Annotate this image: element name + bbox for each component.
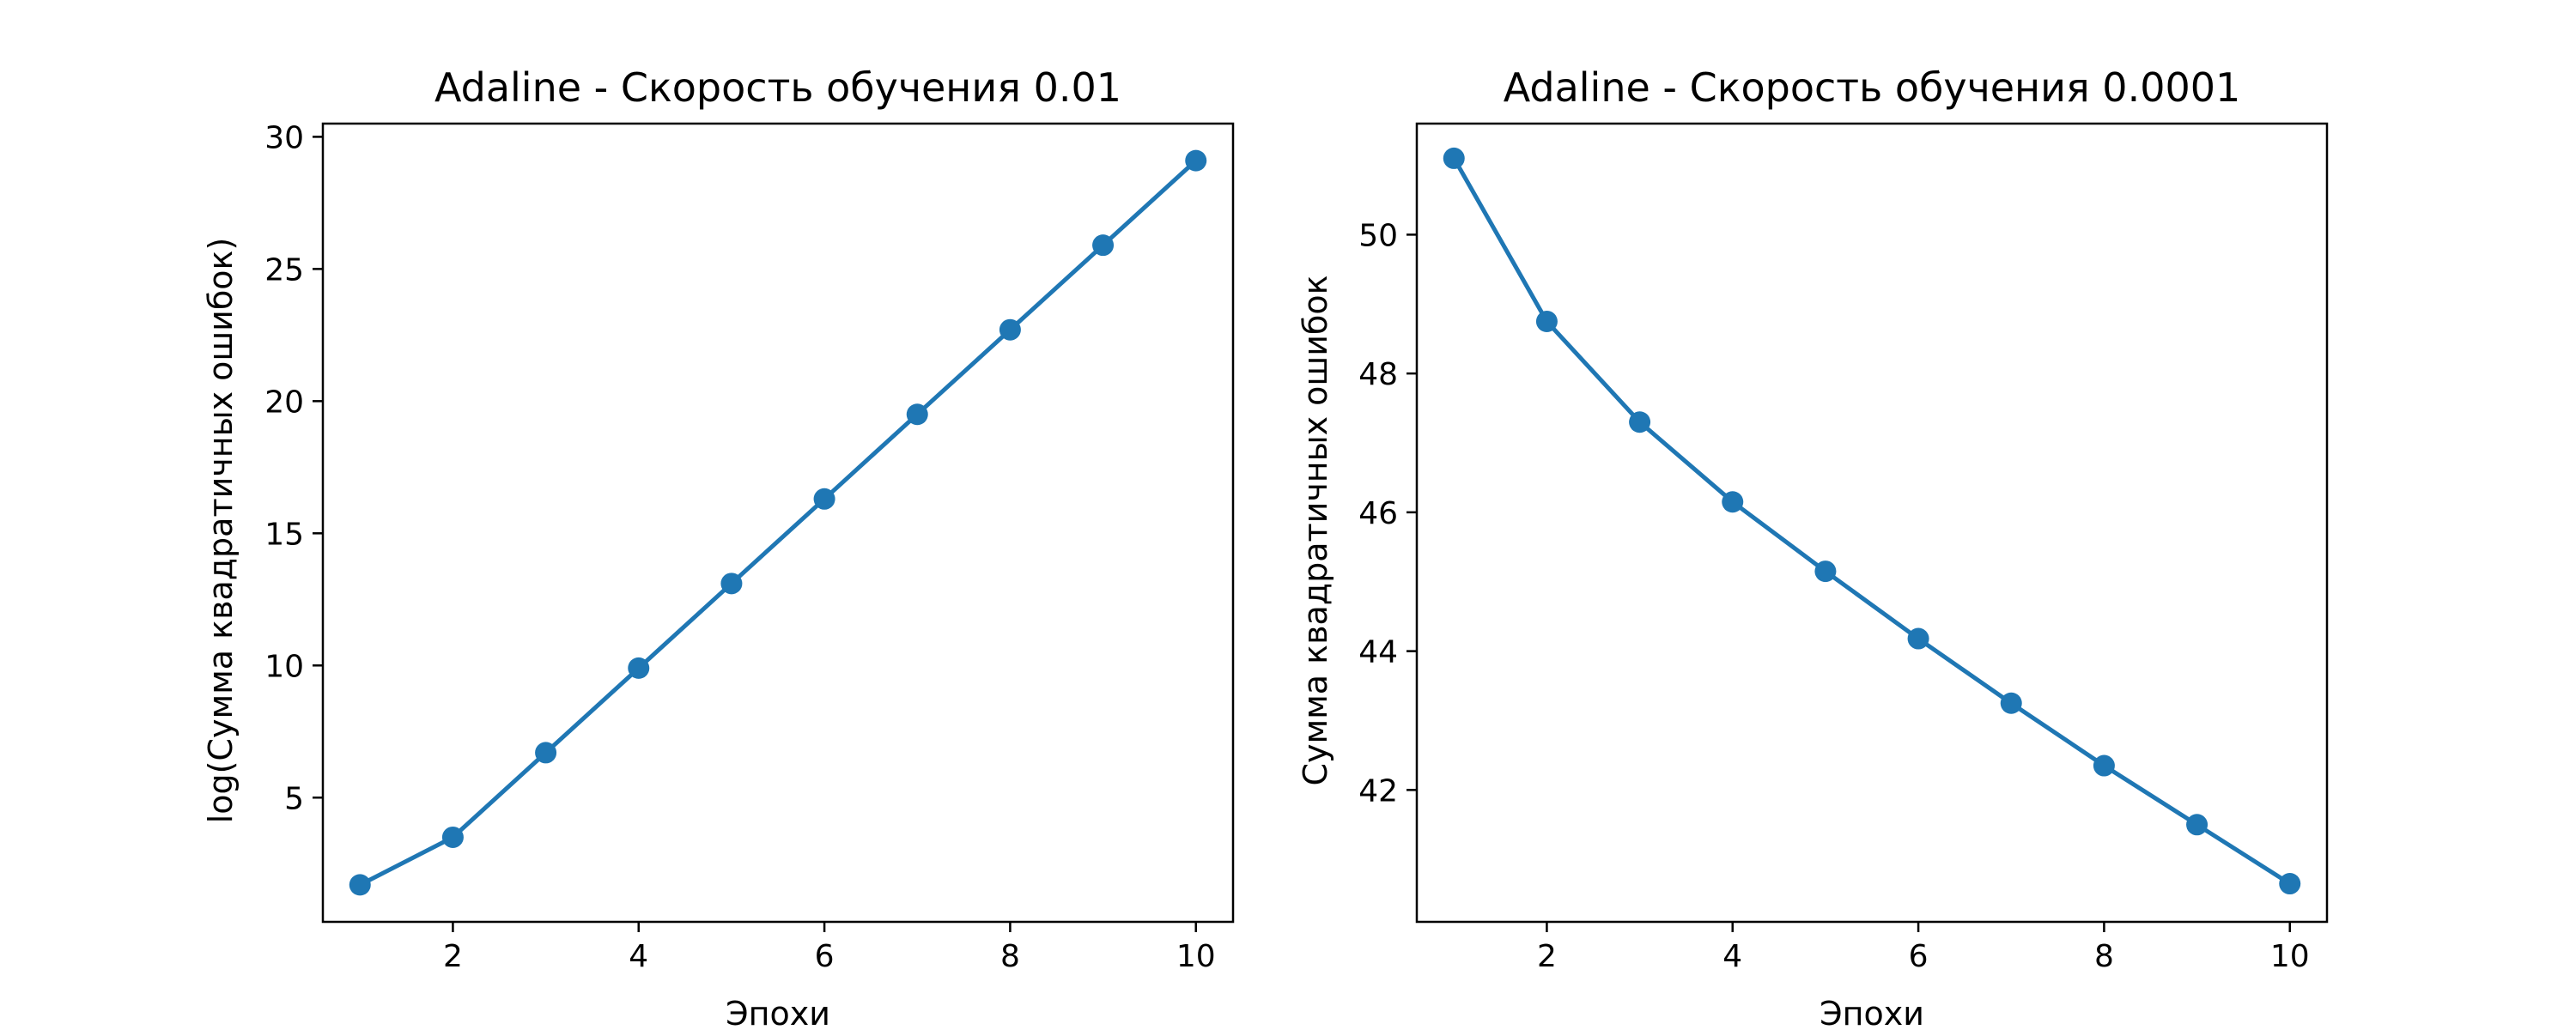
left-y-tick-label: 10 [264, 649, 304, 684]
left-chart-frame [321, 122, 1235, 924]
left-x-tick-label: 2 [443, 939, 463, 974]
right-y-tick-label: 42 [1358, 773, 1398, 809]
left-x-tick-label: 8 [1000, 939, 1020, 974]
right-chart-y-axis-label: Сумма квадратичных ошибок [1297, 275, 1334, 785]
left-data-point [349, 874, 371, 896]
left-chart-y-axis-label: log(Сумма квадратичных ошибок) [202, 238, 240, 824]
right-data-point [1443, 147, 1465, 169]
left-data-point [999, 318, 1021, 341]
left-chart-x-axis-label: Эпохи [726, 995, 830, 1030]
right-data-point [2186, 814, 2208, 836]
right-x-tick-label: 2 [1537, 939, 1557, 974]
right-data-point [2000, 692, 2022, 714]
left-data-point [720, 573, 743, 595]
right-data-point [1814, 560, 1837, 583]
right-chart-title: Adaline - Скорость обучения 0.0001 [1504, 64, 2241, 111]
right-x-tick-label: 10 [2270, 939, 2310, 974]
right-y-tick-label: 46 [1358, 496, 1398, 531]
right-series-line [1452, 157, 2292, 886]
left-data-point [906, 403, 928, 426]
right-data-point [1722, 491, 1744, 513]
right-data-point [1629, 411, 1651, 433]
left-y-tick-label: 5 [284, 781, 304, 816]
right-chart-frame [1415, 122, 2329, 924]
left-chart-ticks: 2 4 6 8 10 5 10 15 20 25 30 [264, 120, 1215, 974]
left-x-tick-label: 4 [629, 939, 648, 974]
left-y-tick-label: 15 [264, 517, 304, 552]
right-data-point [1535, 310, 1558, 332]
left-data-point [441, 826, 464, 848]
left-y-tick-label: 30 [264, 120, 304, 155]
right-x-tick-label: 6 [1909, 939, 1929, 974]
right-y-tick-label: 44 [1358, 635, 1398, 670]
right-data-point [1907, 627, 1929, 650]
right-x-tick-label: 8 [2094, 939, 2114, 974]
left-y-tick-label: 25 [264, 252, 304, 288]
left-data-point [535, 742, 557, 764]
right-chart-x-axis-label: Эпохи [1820, 995, 1924, 1030]
right-data-point [2093, 754, 2115, 777]
left-data-point [813, 488, 835, 510]
left-data-point [628, 657, 650, 679]
left-y-tick-label: 20 [264, 385, 304, 420]
right-data-point [2279, 873, 2301, 895]
left-x-tick-label: 6 [815, 939, 835, 974]
left-chart-title: Adaline - Скорость обучения 0.01 [434, 64, 1121, 111]
left-x-tick-label: 10 [1176, 939, 1216, 974]
left-chart-panel: Adaline - Скорость обучения 0.01 Эпохи l… [202, 64, 1235, 1030]
left-data-point [1092, 234, 1115, 257]
left-data-point [1185, 149, 1207, 172]
right-y-tick-label: 50 [1358, 218, 1398, 253]
right-chart-marks [1443, 147, 2301, 895]
right-x-tick-label: 4 [1722, 939, 1742, 974]
left-chart-marks [349, 149, 1207, 896]
right-y-tick-label: 48 [1358, 357, 1398, 392]
right-chart-panel: Adaline - Скорость обучения 0.0001 Эпохи… [1297, 64, 2329, 1030]
left-series-line [359, 159, 1198, 888]
